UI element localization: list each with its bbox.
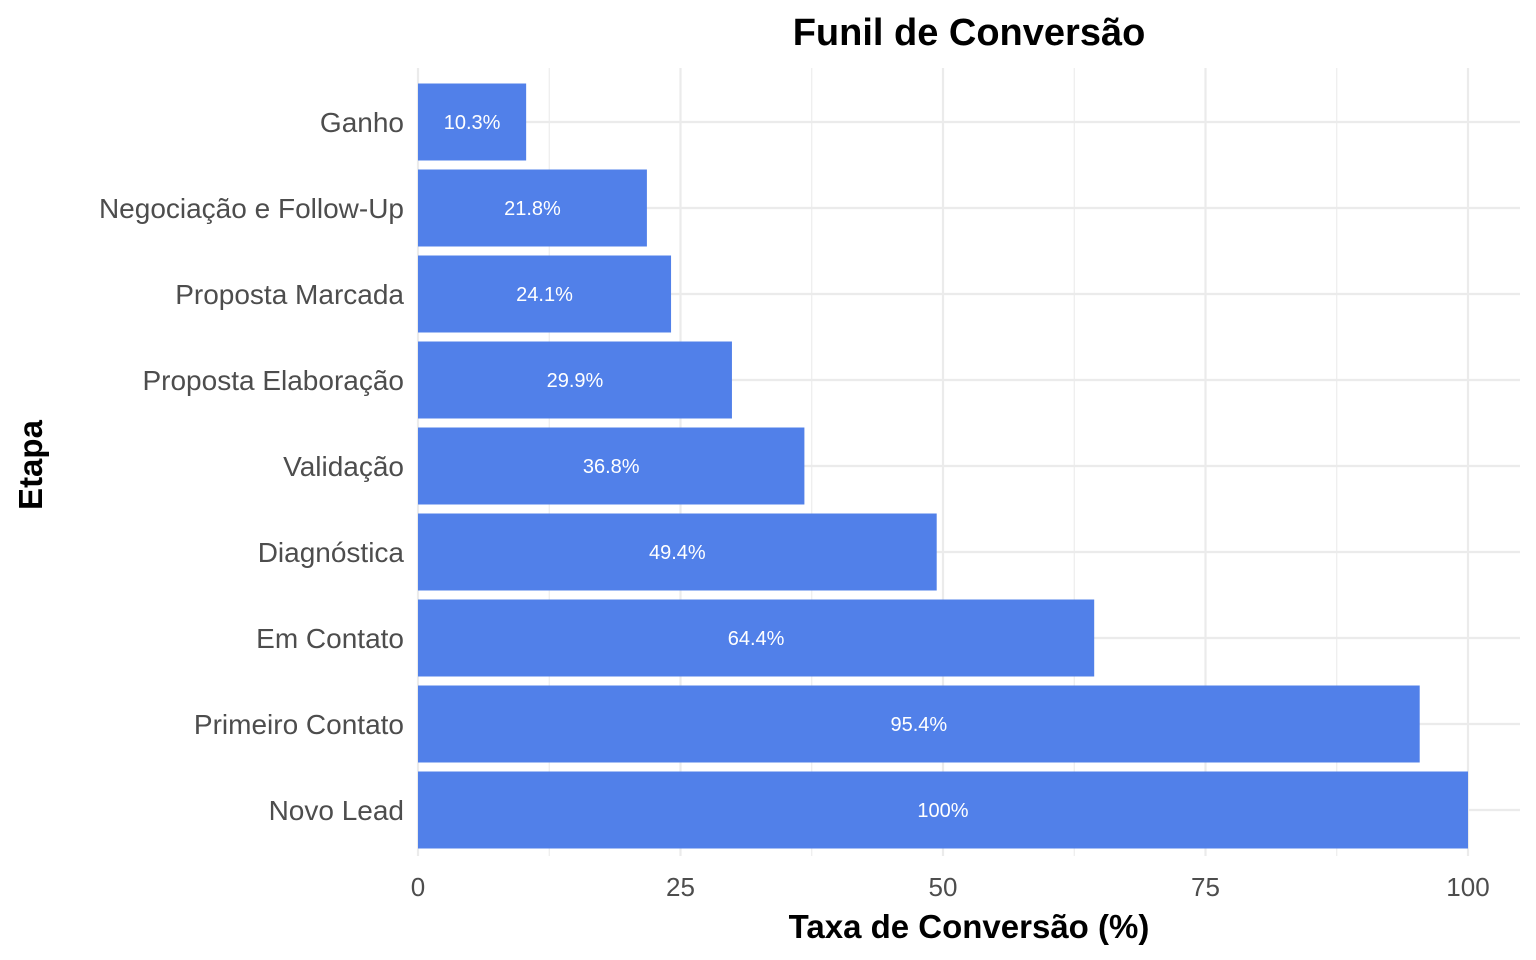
x-tick-label: 100	[1446, 872, 1489, 902]
y-tick-label: Negociação e Follow-Up	[99, 193, 404, 224]
bar	[418, 169, 647, 247]
bar-data-label: 24.1%	[516, 284, 573, 306]
x-tick-label: 25	[666, 872, 695, 902]
y-tick-label: Em Contato	[256, 623, 404, 654]
bar-data-label: 100%	[917, 800, 968, 822]
x-axis-tick-labels: 0 25 50 75 100	[411, 872, 1490, 902]
bar	[418, 255, 672, 333]
bar	[418, 771, 1468, 849]
bar	[418, 685, 1420, 763]
bar-layer	[418, 83, 1468, 849]
x-tick-label: 50	[929, 872, 958, 902]
bar-label-layer: 100% 95.4% 64.4% 49.4% 36.8% 29.9% 24.1% 21.8% 1…	[444, 112, 969, 822]
y-tick-label: Novo Lead	[269, 795, 404, 826]
y-tick-label: Ganho	[320, 107, 404, 138]
x-tick-label: 0	[411, 872, 425, 902]
bar	[418, 83, 527, 161]
bar-data-label: 36.8%	[583, 456, 640, 478]
x-tick-label: 75	[1191, 872, 1220, 902]
y-axis-tick-labels: Novo Lead Primeiro Contato Em Contato Diagn…	[99, 107, 404, 826]
y-tick-label: Diagnóstica	[258, 537, 405, 568]
bar-data-label: 21.8%	[504, 198, 561, 220]
y-axis-title: Etapa	[12, 419, 49, 510]
bar-data-label: 95.4%	[890, 714, 947, 736]
bar-data-label: 29.9%	[547, 370, 604, 392]
bar	[418, 599, 1095, 677]
bar	[418, 427, 805, 505]
bar-data-label: 49.4%	[649, 542, 706, 564]
bar	[418, 513, 937, 591]
x-axis-title: Taxa de Conversão (%)	[789, 908, 1150, 945]
y-tick-label: Primeiro Contato	[194, 709, 404, 740]
y-tick-label: Validação	[283, 451, 404, 482]
y-tick-label: Proposta Elaboração	[142, 365, 404, 396]
bar-data-label: 64.4%	[728, 628, 785, 650]
bar	[418, 341, 732, 419]
chart-title: Funil de Conversão	[793, 12, 1146, 54]
bar-data-label: 10.3%	[444, 112, 501, 134]
y-tick-label: Proposta Marcada	[175, 279, 404, 310]
